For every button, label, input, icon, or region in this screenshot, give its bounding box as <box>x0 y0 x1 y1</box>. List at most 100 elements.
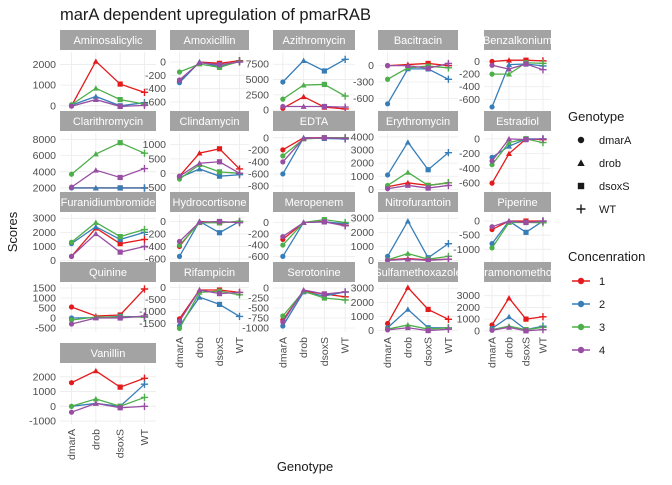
series-line <box>491 221 543 249</box>
data-point <box>140 285 149 293</box>
data-point <box>385 172 391 178</box>
legend-key-point <box>577 323 585 331</box>
facet-title: Azithromycin <box>283 35 346 47</box>
facet-strip <box>60 262 156 282</box>
data-point <box>216 230 223 236</box>
data-point <box>140 149 149 157</box>
data-point <box>216 64 223 70</box>
series-line <box>71 396 145 407</box>
y-tick-label: 1500 <box>33 283 57 295</box>
x-tick-label: dmarA <box>277 337 289 368</box>
series-line <box>71 225 145 245</box>
data-point <box>235 288 244 297</box>
series-line <box>491 63 544 71</box>
data-point <box>68 253 75 259</box>
data-point <box>506 61 513 68</box>
data-point <box>280 153 286 159</box>
y-tick-label: 4000 <box>351 131 375 143</box>
data-point <box>140 88 149 96</box>
data-point <box>489 158 495 164</box>
data-point <box>300 287 307 293</box>
data-point <box>539 66 547 74</box>
series-line <box>282 137 346 163</box>
data-point <box>539 313 547 321</box>
series-line <box>71 227 145 257</box>
data-point <box>235 219 244 227</box>
facet-title: Tetramonomethoxyl <box>470 267 566 279</box>
y-tick-label: 1000 <box>33 293 57 305</box>
series-line <box>491 63 544 108</box>
facet-panel: Aminosalicylic 0 1000 2000 <box>33 30 156 112</box>
data-point <box>506 150 513 157</box>
data-point <box>523 61 529 67</box>
facet-strip <box>60 111 156 131</box>
series-line <box>387 252 449 261</box>
y-tick-label: 0 <box>263 283 269 295</box>
data-point <box>176 253 183 259</box>
facet-strip <box>60 343 156 363</box>
facet-panel: Azithromycin 0 2500 5000 7500 <box>246 30 355 117</box>
y-tick-label: 1000 <box>143 139 167 151</box>
facet-strip <box>378 192 458 212</box>
data-point <box>404 256 411 262</box>
data-point <box>444 59 453 68</box>
facet-panel: Sulfamethoxazole 0 1000 2000 3000 dmarA drob ds… <box>351 262 458 368</box>
y-tick-label: 0 <box>474 325 480 337</box>
y-tick-label: -600 <box>248 251 269 263</box>
y-tick-label: -800 <box>248 180 269 192</box>
facet-panel: Bacitracin -600 -300 0 <box>353 30 458 112</box>
plot-area <box>273 133 355 192</box>
facet-title: Benzalkonium <box>483 35 552 47</box>
y-tick-label: -500 <box>145 182 166 194</box>
facet-panel: Nitrofurantoin 0 1000 2000 3000 <box>351 192 458 267</box>
y-tick-label: -1000 <box>453 244 480 256</box>
series-line <box>491 220 544 228</box>
data-point <box>425 167 431 173</box>
y-tick-label: 3000 <box>351 145 375 157</box>
data-point <box>117 315 123 321</box>
data-point <box>425 185 431 191</box>
data-point <box>68 321 75 327</box>
x-tick-label: drob <box>90 429 102 450</box>
facet-strip <box>484 30 551 50</box>
data-point <box>444 325 453 333</box>
data-point <box>385 320 391 327</box>
series-line <box>178 148 240 177</box>
y-tick-label: 0 <box>263 105 269 117</box>
data-point <box>489 162 495 168</box>
data-point <box>235 58 244 66</box>
y-tick-label: 0 <box>160 282 166 294</box>
y-tick-label: 2000 <box>457 302 481 314</box>
facet-strip <box>170 262 249 282</box>
data-point <box>92 230 99 237</box>
data-point <box>280 242 286 248</box>
facet-panel: Meropenem -600-400-2000 <box>248 192 355 263</box>
data-point <box>341 103 349 111</box>
data-point <box>404 250 411 256</box>
data-point <box>506 143 513 149</box>
y-tick-label: 0 <box>160 216 166 228</box>
data-point <box>140 242 149 251</box>
plot-area <box>60 133 156 192</box>
series-line <box>491 59 543 63</box>
y-tick-label: -200 <box>459 148 480 160</box>
x-tick-label: WT <box>537 336 549 353</box>
x-tick-label: WT <box>443 336 455 353</box>
data-point <box>216 169 223 175</box>
facet-panel: Hydrocortisone-600-400-2000 <box>145 192 249 265</box>
data-point <box>92 93 99 99</box>
data-point <box>300 57 307 63</box>
y-tick-label: -1000 <box>29 416 56 428</box>
data-point <box>140 380 149 388</box>
y-tick-label: -200 <box>248 144 269 156</box>
facet-strip <box>484 192 551 212</box>
data-point <box>117 103 123 110</box>
data-point <box>92 58 99 64</box>
data-point <box>176 318 183 324</box>
y-tick-label: 0 <box>368 60 374 72</box>
data-point <box>341 55 349 63</box>
x-tick-label: dsoxS <box>423 337 435 366</box>
data-point <box>404 284 411 290</box>
y-tick-label: 1000 <box>33 386 57 398</box>
